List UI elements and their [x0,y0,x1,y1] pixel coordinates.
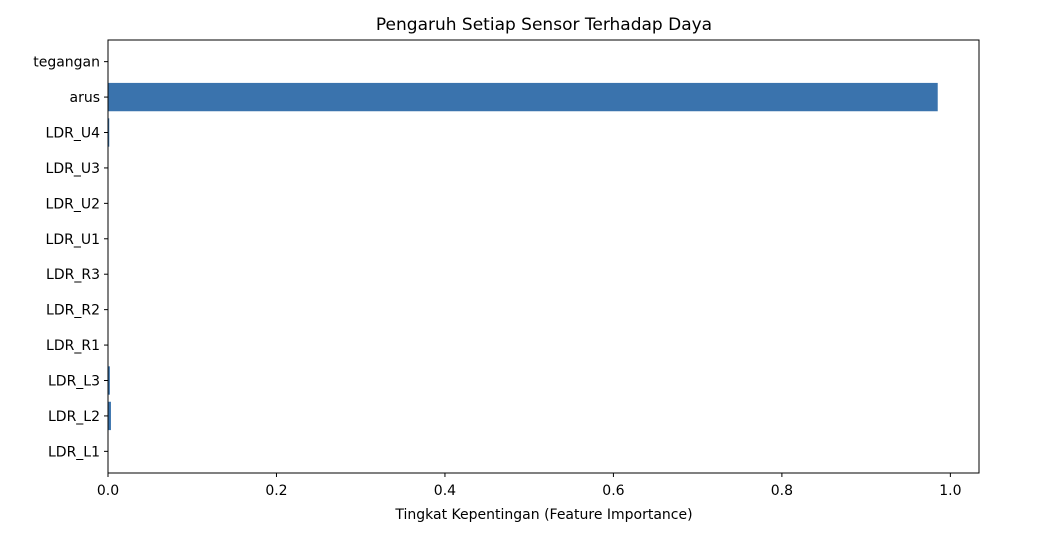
bars-layer [108,47,938,465]
x-tick-label: 0.2 [265,483,287,499]
x-axis-label: Tingkat Kepentingan (Feature Importance) [394,507,692,523]
y-tick-label: tegangan [33,55,100,71]
y-tick-label: LDR_U2 [46,196,100,212]
chart-title: Pengaruh Setiap Sensor Terhadap Daya [376,15,712,35]
y-tick-label: LDR_R3 [46,267,100,283]
y-tick-label: arus [69,90,100,106]
bar-arus [108,83,938,111]
y-tick-label: LDR_L1 [48,444,100,460]
y-tick-label: LDR_L3 [48,373,100,389]
y-tick-label: LDR_U3 [46,161,100,177]
y-tick-label: LDR_R1 [46,338,100,354]
y-tick-label: LDR_L2 [48,409,100,425]
x-tick-label: 1.0 [939,483,961,499]
y-tick-label: LDR_R2 [46,303,100,319]
x-tick-label: 0.4 [434,483,456,499]
x-tick-label: 0.6 [602,483,624,499]
x-tick-label: 0.8 [771,483,793,499]
x-tick-label: 0.0 [97,483,119,499]
y-axis: LDR_L1 LDR_L2 LDR_L3 LDR_R1 LDR_R2 LDR_R3 LDR_… [33,55,108,461]
y-tick-label: LDR_U4 [46,126,101,142]
x-axis: 0.0 0.2 0.4 0.6 0.8 1.0 [97,473,962,499]
y-tick-label: LDR_U1 [46,232,100,248]
